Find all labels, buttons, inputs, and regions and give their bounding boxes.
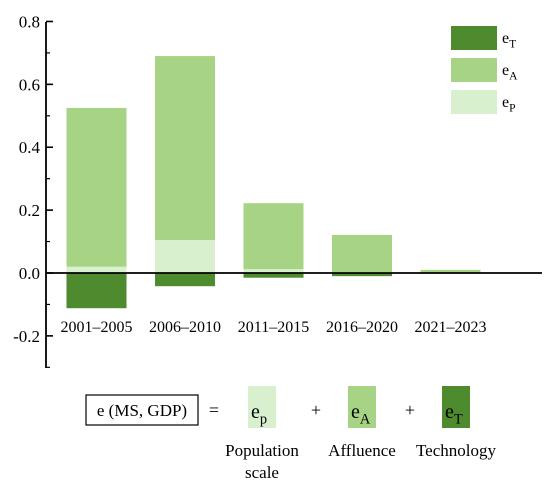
bar-e-t-4 — [332, 273, 392, 277]
legend-label-p-sub: P — [509, 102, 515, 114]
equation-swatch-p — [248, 386, 276, 428]
bar-e-t-2 — [155, 273, 215, 287]
bar-e-a-1 — [66, 107, 127, 267]
bar-e-p-1 — [66, 266, 127, 273]
category-label: 2011–2015 — [238, 319, 309, 336]
bar-e-t-1 — [66, 273, 127, 309]
equation-panel: e (MS, GDP) = + +epPopulationscaleeAAffluen… — [85, 386, 497, 482]
bars-layer — [66, 56, 481, 309]
equation-term-caption: scale — [245, 463, 279, 482]
legend-label-t-base: e — [502, 30, 509, 47]
legend-label-a: eA — [502, 62, 518, 82]
equation-lhs: e (MS, GDP) — [97, 401, 187, 420]
category-label: 2006–2010 — [149, 319, 221, 336]
y-tick-label: 0.2 — [19, 201, 40, 220]
bar-e-a-5 — [420, 269, 481, 273]
equation-term-t-base: e — [445, 401, 454, 423]
plus-sign: + — [405, 400, 415, 420]
legend-swatch-p — [451, 90, 497, 114]
category-label: 2021–2023 — [415, 319, 487, 336]
equation-term-a-sub: A — [360, 412, 371, 428]
legend-label-a-base: e — [502, 62, 509, 79]
legend-swatch-a — [451, 58, 497, 82]
legend-label-p: eP — [502, 94, 516, 114]
bar-e-a-2 — [155, 56, 215, 240]
category-label: 2001–2005 — [61, 319, 133, 336]
bar-e-a-4 — [332, 234, 392, 273]
category-label: 2016–2020 — [326, 319, 398, 336]
legend-label-t-sub: T — [509, 38, 516, 50]
y-tick-label: 0.8 — [19, 12, 40, 31]
y-tick-label: -0.2 — [13, 327, 40, 346]
equation-swatch-t — [442, 386, 470, 428]
legend-label-a-sub: A — [509, 70, 518, 82]
equation-term-caption: Population — [225, 441, 299, 460]
bar-e-a-3 — [243, 203, 304, 270]
legend-label-p-base: e — [502, 94, 509, 111]
equation-term-t: eT — [445, 401, 463, 428]
equation-term-a-base: e — [351, 401, 360, 423]
bar-e-t-3 — [243, 273, 304, 278]
axes-layer: -0.2 0.0 0.2 0.4 0.6 0.8 2001–2005 2006–2010 201… — [13, 12, 542, 368]
plus-sign: + — [311, 400, 321, 420]
equation-term-p: ep — [251, 401, 267, 428]
y-tick-label: 0.0 — [19, 264, 40, 283]
equation-term-t-sub: T — [454, 412, 463, 428]
equation-term-a: eA — [351, 401, 371, 428]
bar-e-p-2 — [155, 239, 215, 273]
equation-term-p-sub: p — [260, 412, 267, 428]
equation-swatch-a — [348, 386, 376, 428]
equals-sign: = — [209, 400, 219, 420]
equation-lhs-box — [85, 394, 199, 426]
equation-term-p-base: e — [251, 401, 260, 423]
legend-swatch-t — [451, 26, 497, 50]
bar-e-p-3 — [243, 269, 304, 273]
equation-term-caption: Technology — [416, 441, 497, 460]
equation-term-caption: Affluence — [328, 441, 396, 460]
y-tick-label: 0.6 — [19, 75, 40, 94]
y-tick-label: 0.4 — [19, 138, 41, 157]
legend-label-t: eT — [502, 30, 516, 50]
